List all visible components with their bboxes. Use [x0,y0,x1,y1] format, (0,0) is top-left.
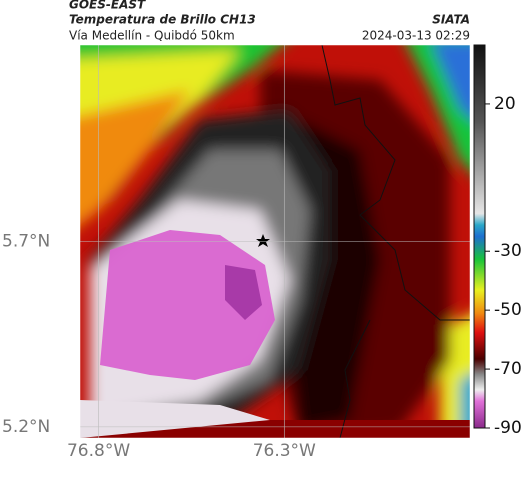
colorbar-tick-label: -90 [494,418,522,438]
map-frame [79,44,471,439]
lon-tick-label: 76.8°W [67,441,130,461]
lon-tick-label: 76.3°W [253,441,316,461]
title: Temperatura de Brillo CH13 [69,13,256,27]
colorbar [473,44,486,429]
lat-tick-label: 5.7°N [2,232,50,252]
station-marker [256,234,270,247]
source: GOES-EAST [69,0,146,12]
colorbar-tick-label: -50 [494,300,522,320]
subtitle: Vía Medellín - Quibdó 50km [69,29,235,43]
colorbar-tick-label: -30 [494,241,522,261]
graticule [80,45,470,438]
lat-tick-label: 5.2°N [2,417,50,437]
satellite-image [80,45,470,438]
colorbar-tick-label: -70 [494,359,522,379]
org: SIATA [432,13,470,27]
datetime: 2024-03-13 02:29 [362,29,470,43]
colorbar-tick-label: 20 [494,94,516,114]
